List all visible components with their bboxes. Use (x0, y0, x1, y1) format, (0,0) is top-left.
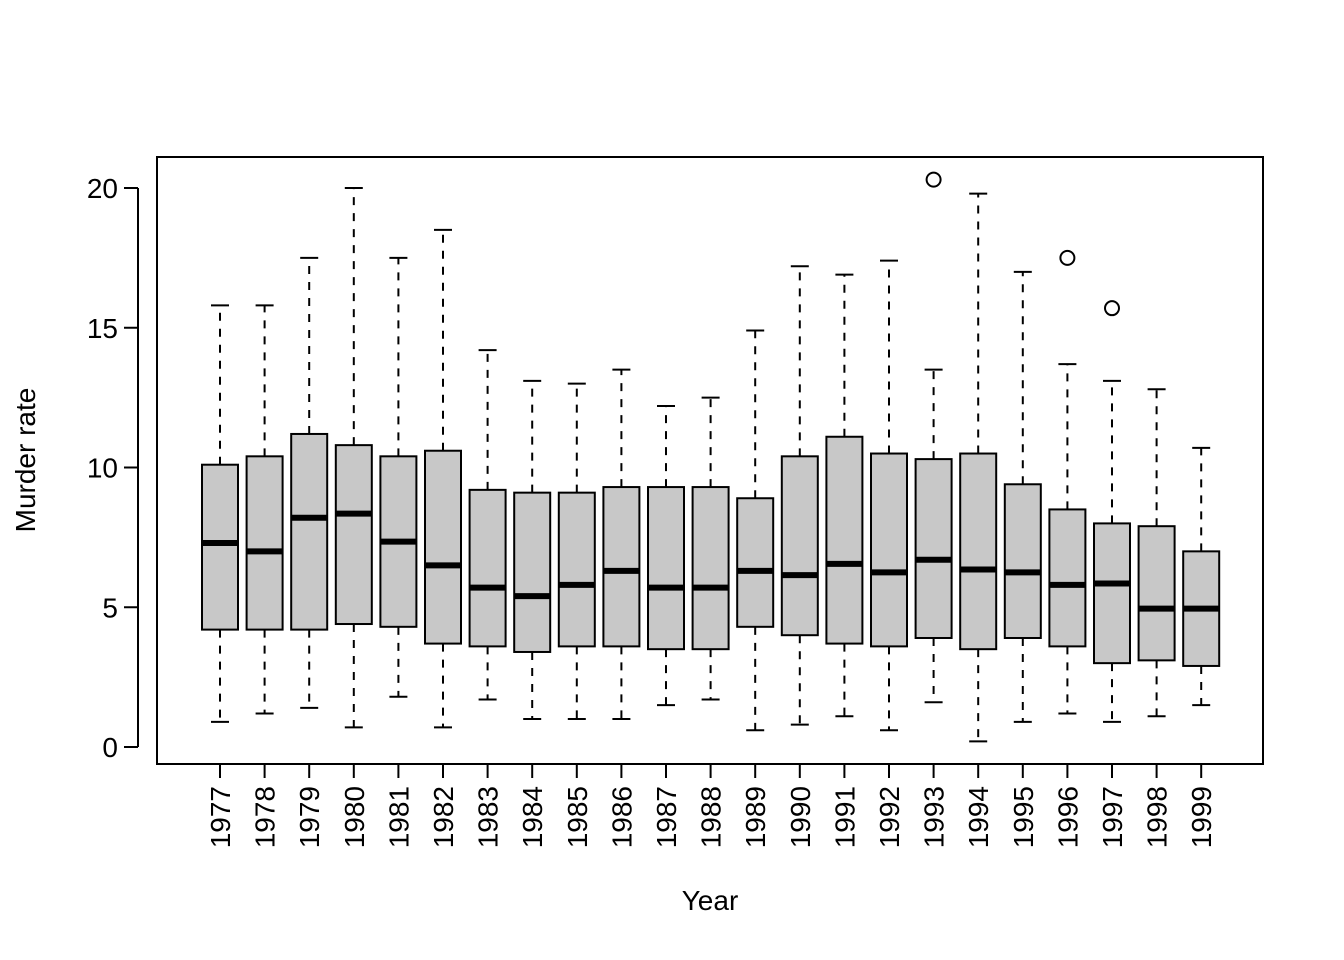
iqr-box (424, 449, 462, 645)
box-1987 (647, 405, 685, 707)
y-tick-label: 20 (87, 173, 118, 204)
x-tick-label: 1986 (606, 786, 637, 848)
box-1991 (825, 273, 864, 718)
y-tick-label: 15 (87, 313, 118, 344)
box-1997 (1093, 300, 1131, 723)
box-1989 (736, 329, 775, 732)
x-tick-label: 1993 (919, 786, 950, 848)
iqr-box (290, 432, 329, 631)
box-1978 (245, 304, 284, 715)
x-tick-label: 1982 (428, 786, 459, 848)
box-1988 (691, 396, 730, 701)
x-tick-label: 1997 (1097, 786, 1128, 848)
x-tick-label: 1987 (651, 786, 682, 848)
x-tick-label: 1981 (383, 786, 414, 848)
box-1980 (334, 187, 373, 729)
x-axis: 1977 1978 1979 1980 1981 1982 1983 1984 1985 1986… (205, 763, 1217, 848)
x-tick-label: 1988 (696, 786, 727, 848)
box-1999 (1182, 446, 1221, 707)
outlier-point (925, 171, 942, 188)
box-1979 (290, 256, 329, 709)
y-tick-label: 0 (102, 732, 118, 763)
box-1993 (914, 171, 953, 704)
x-tick-label: 1989 (740, 786, 771, 848)
box-1990 (780, 265, 819, 726)
x-tick-label: 1980 (339, 786, 370, 848)
box-series (201, 171, 1221, 743)
y-axis-title: Murder rate (10, 388, 41, 533)
iqr-box (647, 486, 685, 651)
x-axis-title: Year (682, 885, 739, 916)
iqr-box (1003, 483, 1042, 639)
y-tick-label: 10 (87, 453, 118, 484)
iqr-box (825, 435, 864, 645)
box-1985 (557, 382, 596, 721)
box-1994 (959, 192, 998, 743)
x-tick-label: 1985 (562, 786, 593, 848)
iqr-box (870, 452, 908, 648)
box-1981 (379, 256, 418, 698)
box-1977 (201, 304, 239, 723)
iqr-box (334, 444, 373, 626)
x-tick-label: 1999 (1186, 786, 1217, 848)
x-tick-label: 1977 (205, 786, 236, 848)
box-1984 (513, 379, 552, 721)
x-tick-label: 1995 (1008, 786, 1039, 848)
outlier-point (1104, 300, 1120, 317)
y-axis: 0 5 10 15 20 (87, 173, 139, 763)
iqr-box (245, 455, 284, 631)
box-1998 (1137, 388, 1176, 718)
x-tick-label: 1978 (250, 786, 281, 848)
x-tick-label: 1991 (829, 786, 860, 848)
iqr-box (468, 488, 507, 648)
iqr-box (1093, 522, 1131, 665)
x-tick-label: 1990 (785, 786, 816, 848)
iqr-box (780, 455, 819, 637)
iqr-box (1137, 525, 1176, 662)
iqr-box (691, 486, 730, 651)
box-1983 (468, 349, 507, 701)
iqr-box (914, 458, 953, 639)
iqr-box (513, 491, 552, 653)
y-tick-label: 5 (102, 592, 118, 623)
x-tick-label: 1983 (473, 786, 504, 848)
x-tick-label: 1998 (1142, 786, 1173, 848)
outlier-point (1059, 249, 1076, 266)
x-tick-label: 1996 (1052, 786, 1083, 848)
iqr-box (959, 452, 998, 651)
x-tick-label: 1994 (963, 786, 994, 848)
box-1982 (424, 228, 462, 729)
iqr-box (736, 497, 775, 628)
box-1995 (1003, 270, 1042, 723)
x-tick-label: 1979 (294, 786, 325, 848)
box-1992 (870, 259, 908, 732)
iqr-box (557, 491, 596, 648)
iqr-box (602, 486, 641, 648)
x-tick-label: 1992 (874, 786, 905, 848)
box-1986 (602, 368, 641, 721)
iqr-box (201, 463, 239, 631)
iqr-box (1048, 508, 1087, 648)
x-tick-label: 1984 (517, 786, 548, 848)
box-1996 (1048, 249, 1087, 715)
